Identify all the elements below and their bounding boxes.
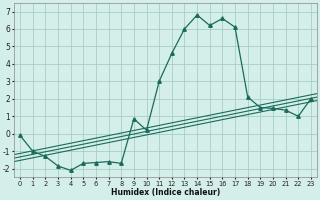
X-axis label: Humidex (Indice chaleur): Humidex (Indice chaleur) <box>111 188 220 197</box>
